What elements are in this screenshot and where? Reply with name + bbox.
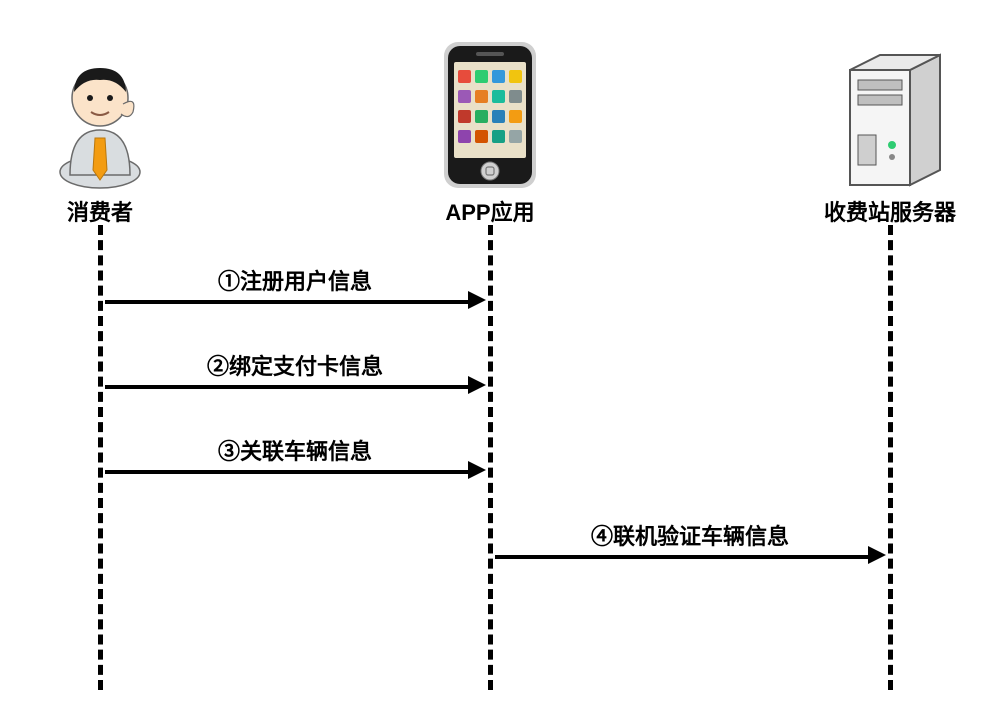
message-label: ③关联车辆信息 (214, 434, 376, 466)
server-icon (830, 45, 950, 190)
message-label: ②绑定支付卡信息 (203, 349, 387, 381)
message-2: ②绑定支付卡信息 (105, 383, 486, 387)
message-3: ③关联车辆信息 (105, 468, 486, 472)
app-label: APP应用 (390, 195, 590, 227)
message-line (105, 385, 470, 389)
message-line (495, 555, 870, 559)
message-label: ①注册用户信息 (214, 264, 376, 296)
message-line (105, 470, 470, 474)
message-line (105, 300, 470, 304)
server-lifeline (888, 225, 893, 690)
message-4: ④联机验证车辆信息 (495, 553, 886, 557)
consumer-icon (55, 60, 145, 190)
phone-svg (440, 40, 540, 190)
consumer-lifeline (98, 225, 103, 690)
message-1: ①注册用户信息 (105, 298, 486, 302)
server-svg (830, 45, 950, 190)
phone-icon (440, 40, 540, 190)
consumer-label: 消费者 (0, 195, 200, 227)
app-lifeline (488, 225, 493, 690)
arrowhead-icon (468, 461, 486, 479)
arrowhead-icon (868, 546, 886, 564)
consumer-svg (55, 60, 145, 190)
message-label: ④联机验证车辆信息 (587, 519, 793, 551)
arrowhead-icon (468, 376, 486, 394)
server-label: 收费站服务器 (790, 195, 990, 227)
arrowhead-icon (468, 291, 486, 309)
